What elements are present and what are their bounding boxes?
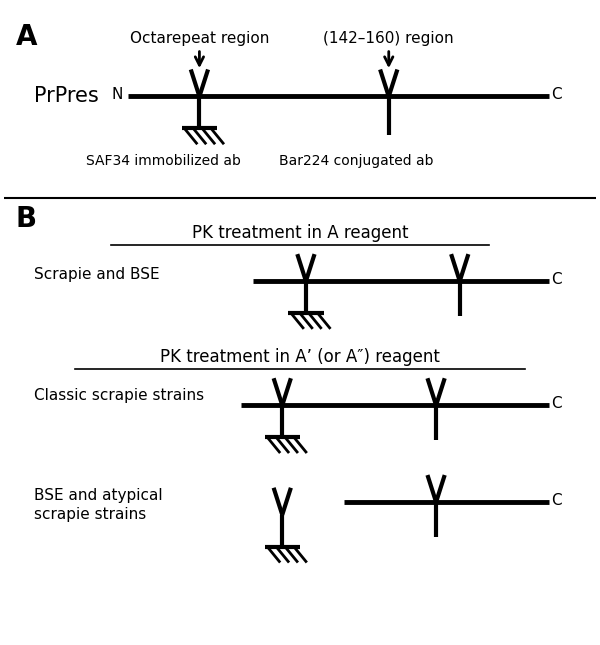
Text: PK treatment in A reagent: PK treatment in A reagent bbox=[192, 224, 408, 242]
Text: PK treatment in A’ (or A″) reagent: PK treatment in A’ (or A″) reagent bbox=[160, 348, 440, 366]
Text: B: B bbox=[16, 204, 37, 233]
Text: C: C bbox=[551, 87, 562, 102]
Text: Octarepeat region: Octarepeat region bbox=[130, 30, 269, 46]
Text: N: N bbox=[111, 87, 122, 102]
Text: SAF34 immobilized ab: SAF34 immobilized ab bbox=[86, 154, 241, 168]
Text: PrPres: PrPres bbox=[34, 86, 98, 106]
Text: Bar224 conjugated ab: Bar224 conjugated ab bbox=[279, 154, 433, 168]
Text: C: C bbox=[551, 493, 562, 508]
Text: BSE and atypical: BSE and atypical bbox=[34, 488, 163, 503]
Text: C: C bbox=[551, 396, 562, 411]
Text: A: A bbox=[16, 23, 37, 51]
Text: (142–160) region: (142–160) region bbox=[323, 30, 454, 46]
Text: C: C bbox=[551, 272, 562, 287]
Text: Scrapie and BSE: Scrapie and BSE bbox=[34, 267, 160, 283]
Text: Classic scrapie strains: Classic scrapie strains bbox=[34, 388, 204, 403]
Text: scrapie strains: scrapie strains bbox=[34, 507, 146, 522]
